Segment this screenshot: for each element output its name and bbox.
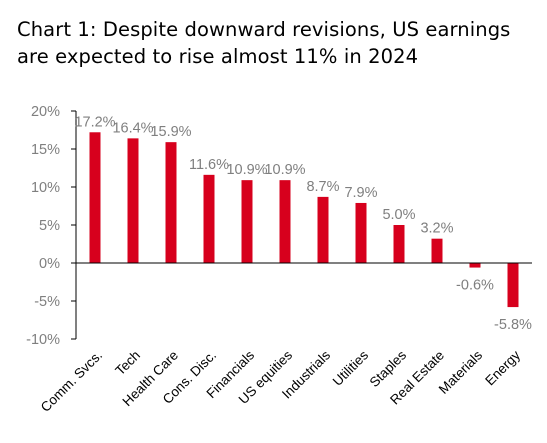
bar (469, 263, 481, 268)
chart-title: Chart 1: Despite downward revisions, US … (17, 18, 511, 68)
bar-data-label: 10.9% (264, 162, 305, 178)
bar-data-label: 15.9% (150, 124, 191, 140)
bar-data-label: 3.2% (420, 221, 453, 237)
bar (507, 263, 519, 308)
y-tick-label: 0% (39, 256, 60, 272)
data-labels: 17.2%16.4%15.9%11.6%10.9%10.9%8.7% 7.9%5.… (74, 114, 532, 333)
y-tick-label: 5% (39, 218, 60, 234)
category-label: Comm. Svcs. (38, 348, 105, 415)
y-axis: 20% 15% 10% 5% 0% -5% -10% (26, 104, 77, 348)
bar-data-label: 11.6% (189, 157, 229, 173)
category-label: Energy (482, 347, 523, 388)
bar (89, 132, 101, 263)
bar (203, 174, 215, 263)
y-tick-label: -5% (34, 294, 60, 310)
bar-data-label: 8.7% (306, 179, 339, 195)
y-tick-label: -10% (26, 332, 60, 348)
bar-data-label: 17.2% (74, 114, 115, 130)
bar (279, 180, 291, 263)
bars (89, 132, 519, 308)
bar (241, 180, 253, 263)
category-label: Utilities (330, 347, 372, 389)
bar-data-label: 5.0% (382, 207, 415, 223)
bar-data-label: -0.6% (456, 278, 494, 294)
y-tick-label: 10% (31, 180, 60, 196)
bar (431, 238, 443, 263)
y-tick-label: 20% (31, 104, 60, 120)
bar (393, 225, 405, 263)
category-label: Tech (112, 348, 143, 379)
bar-data-label: 16.4% (112, 120, 153, 136)
bar (317, 196, 329, 263)
y-tick-label: 15% (31, 142, 60, 158)
bar (355, 202, 367, 263)
bar (127, 138, 139, 263)
bar-data-label: 7.9% (344, 185, 377, 201)
bar-data-label: -5.8% (494, 317, 532, 333)
bar (165, 142, 177, 263)
bar-data-label: 10.9% (226, 162, 267, 178)
